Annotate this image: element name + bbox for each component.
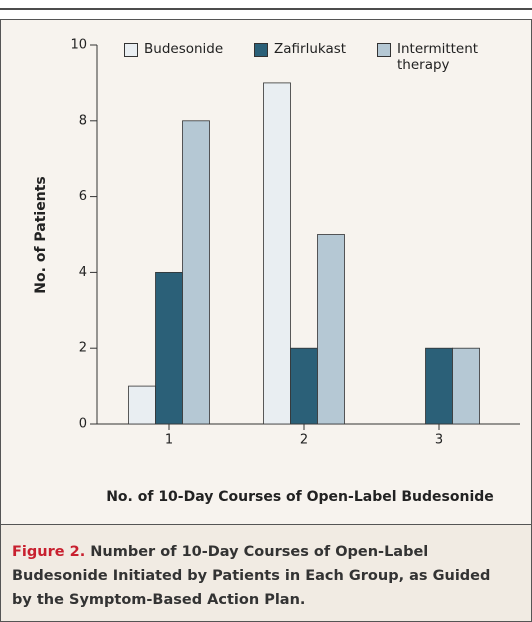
- bar: [155, 271, 183, 425]
- x-tick-label: 1: [165, 433, 173, 448]
- x-tick-label: 2: [300, 433, 308, 448]
- bar: [182, 120, 210, 425]
- x-axis-title: No. of 10-Day Courses of Open-Label Bude…: [106, 489, 494, 505]
- legend-swatch: [377, 43, 391, 57]
- legend-label: Zafirlukast: [274, 41, 347, 57]
- y-tick-label: 10: [70, 38, 87, 53]
- bar: [317, 234, 345, 425]
- bar: [452, 347, 480, 425]
- legend-swatch: [254, 43, 268, 57]
- bar: [128, 385, 156, 425]
- bar: [425, 347, 453, 425]
- bar: [263, 82, 291, 425]
- y-tick-label: 0: [79, 417, 87, 432]
- y-axis-title: No. of Patients: [33, 176, 49, 293]
- y-tick-label: 2: [79, 341, 87, 356]
- legend-label: Intermittent therapy: [397, 41, 479, 73]
- x-tick-label: 3: [435, 433, 443, 448]
- caption: Figure 2. Number of 10-Day Courses of Op…: [12, 540, 512, 612]
- caption-panel: [0, 524, 532, 622]
- caption-text: Number of 10-Day Courses of Open-Label B…: [12, 544, 491, 608]
- y-tick-label: 8: [79, 113, 87, 128]
- legend-label: Budesonide: [144, 41, 224, 57]
- y-tick-label: 6: [79, 189, 87, 204]
- legend-swatch: [124, 43, 138, 57]
- caption-label: Figure 2.: [12, 544, 86, 560]
- bar: [290, 347, 318, 425]
- y-tick-label: 4: [79, 265, 87, 280]
